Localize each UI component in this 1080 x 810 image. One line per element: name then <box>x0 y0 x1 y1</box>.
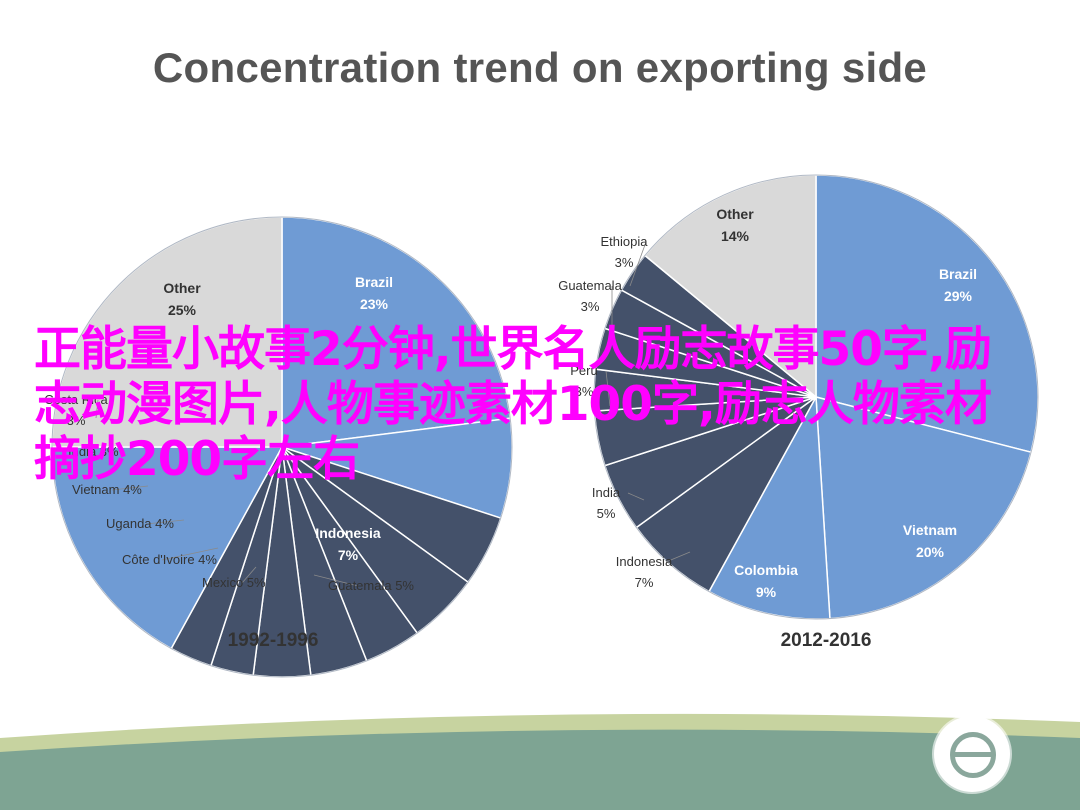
pie-layer <box>51 174 1039 678</box>
slice-value: 14% <box>721 228 750 244</box>
slice-name: Vietnam <box>903 522 957 538</box>
label-india-1992-1996: India 3% <box>68 444 119 459</box>
label-colombia-2012-2016: Colombia 9% <box>734 562 798 600</box>
pie-outline <box>51 216 513 678</box>
pie-outline <box>593 174 1039 620</box>
slice-name: Costa Rica <box>44 392 108 407</box>
slice-name: Other <box>163 280 201 296</box>
label-layer: Brazil 23% Indonesia 7% Guatemala 5% Mexico 5… <box>44 206 977 651</box>
label-vietnam-1992-1996: Vietnam 4% <box>72 482 149 497</box>
slice-name: Colombia <box>734 562 798 578</box>
slice-value: 3% <box>67 413 86 428</box>
slice-label: Guatemala 5% <box>328 578 414 593</box>
label-cote-d-ivoire-1992-1996: Côte d'Ivoire 4% <box>122 547 219 567</box>
label-mexico-1992-1996: Mexico 5% <box>202 566 266 590</box>
slice-value: 9% <box>756 584 777 600</box>
label-indonesia-1992-1996: Indonesia 7% <box>315 525 381 563</box>
slice-value: 3% <box>615 255 634 270</box>
slice-value: 7% <box>635 575 654 590</box>
slice-value: 25% <box>168 302 197 318</box>
label-uganda-1992-1996: Uganda 4% <box>106 516 185 531</box>
slice-name: Other <box>716 206 754 222</box>
slice-value: 5% <box>597 506 616 521</box>
slice-name: Indonesia <box>616 554 673 569</box>
label-other-1992-1996: Other 25% <box>163 280 201 318</box>
label-india-2012-2016: India 5% <box>592 485 645 521</box>
pie-2012-2016 <box>593 174 1039 620</box>
overlay-watermark-text: 正能量小故事2分钟,世界名人励志故事50字,励志动漫图片,人物事迹素材100字,… <box>34 322 992 487</box>
slice-name: Indonesia <box>315 525 381 541</box>
slice-name: Guatemala <box>558 278 622 293</box>
footer-band <box>0 713 1080 810</box>
logo-icon <box>934 716 1010 792</box>
slice-name: Brazil <box>939 266 977 282</box>
slice-value: 3% <box>575 384 594 399</box>
slice-value: 29% <box>944 288 973 304</box>
pie-title-1992-1996: 1992-1996 <box>228 630 319 651</box>
slice-name: Ethiopia <box>601 234 649 249</box>
label-vietnam-2012-2016: Vietnam 20% <box>903 522 957 560</box>
slice-label: India 3% <box>68 444 119 459</box>
slice-name: Peru <box>570 363 597 378</box>
slice-label: Uganda 4% <box>106 516 174 531</box>
slice-label: Vietnam 4% <box>72 482 142 497</box>
slice-name: India <box>592 485 621 500</box>
pie-1992-1996 <box>51 216 513 678</box>
label-peru-2012-2016: Peru 3% <box>570 363 611 407</box>
pie-title-2012-2016: 2012-2016 <box>781 630 872 651</box>
label-ethiopia-2012-2016: Ethiopia 3% <box>601 234 649 287</box>
slide-title: Concentration trend on exporting side <box>152 44 928 91</box>
label-brazil-1992-1996: Brazil 23% <box>355 274 393 312</box>
footer-wave <box>0 729 1080 810</box>
label-indonesia-2012-2016: Indonesia 7% <box>616 551 691 590</box>
slice-label: Mexico 5% <box>202 575 266 590</box>
label-guatemala-1992-1996: Guatemala 5% <box>313 574 414 593</box>
label-guatemala-2012-2016: Guatemala 3% <box>558 278 623 326</box>
slice-name: Brazil <box>355 274 393 290</box>
label-costa-rica-1992-1996: Costa Rica 3% <box>44 392 108 428</box>
slice-value: 7% <box>338 547 359 563</box>
label-brazil-2012-2016: Brazil 29% <box>939 266 977 304</box>
slice-label: Côte d'Ivoire 4% <box>122 552 217 567</box>
slice-value: 23% <box>360 296 389 312</box>
slice-value: 3% <box>581 299 600 314</box>
slice-value: 20% <box>916 544 945 560</box>
label-other-2012-2016: Other 14% <box>716 206 754 244</box>
